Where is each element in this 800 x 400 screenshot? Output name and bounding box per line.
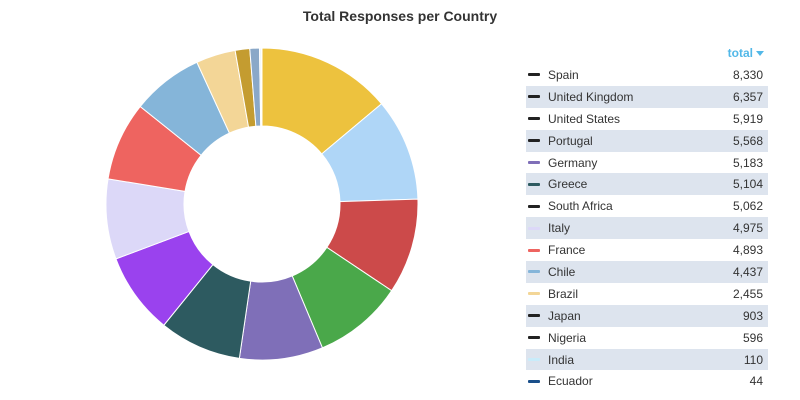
legend-row-spain[interactable]: Spain 8,330 [526, 64, 768, 86]
legend-country-label: Portugal [548, 133, 593, 148]
legend-rows: Spain 8,330 United Kingdom 6,357 United Stat… [526, 64, 768, 392]
legend-total-value: 903 [742, 308, 763, 323]
slice-ecuador[interactable] [260, 47, 263, 127]
donut-chart [105, 47, 419, 361]
legend-country-label: Italy [548, 221, 571, 236]
legend-row-united-kingdom[interactable]: United Kingdom 6,357 [526, 85, 768, 108]
legend-total-value: 5,568 [732, 133, 763, 148]
legend-swatch-icon [528, 204, 540, 208]
legend-country-label: France [548, 243, 586, 258]
sort-caret-icon[interactable] [756, 50, 764, 56]
legend-country-label: United States [548, 111, 621, 126]
legend-total-value: 5,183 [732, 155, 763, 170]
legend-swatch-icon [528, 270, 540, 274]
legend-swatch-icon [528, 161, 540, 164]
legend-row-south-africa[interactable]: South Africa 5,062 [526, 195, 768, 217]
legend-row-chile[interactable]: Chile 4,437 [526, 261, 768, 283]
legend-total-value: 44 [749, 374, 763, 389]
legend-row-united-states[interactable]: United States 5,919 [526, 108, 768, 130]
legend-country-label: South Africa [548, 199, 613, 214]
legend-row-japan[interactable]: Japan 903 [526, 304, 768, 327]
legend-row-portugal[interactable]: Portugal 5,568 [526, 129, 768, 152]
legend-country-label: Greece [548, 177, 588, 192]
legend-row-india[interactable]: India 110 [526, 348, 768, 371]
legend-total-value: 4,437 [732, 264, 763, 279]
legend-swatch-icon [528, 226, 540, 230]
legend-row-nigeria[interactable]: Nigeria 596 [526, 327, 768, 349]
legend-swatch-icon [528, 314, 540, 318]
chart-title: Total Responses per Country [302, 8, 498, 24]
legend-country-label: Brazil [548, 286, 579, 301]
legend-swatch-icon [528, 182, 540, 186]
legend-country-label: Germany [548, 155, 598, 170]
legend-row-greece[interactable]: Greece 5,104 [526, 173, 768, 196]
total-header-label: total [727, 46, 753, 60]
total-column-header[interactable]: total [526, 42, 768, 64]
legend-row-france[interactable]: France 4,893 [526, 239, 768, 261]
legend-swatch-icon [528, 95, 540, 99]
legend-swatch-icon [528, 336, 540, 340]
legend-country-label: Ecuador [548, 374, 593, 389]
legend-total-value: 4,975 [732, 221, 763, 236]
legend-total-value: 6,357 [732, 89, 763, 104]
legend-swatch-icon [528, 73, 540, 77]
legend-swatch-icon [528, 139, 540, 143]
legend-total-value: 5,062 [732, 199, 763, 214]
legend-row-germany[interactable]: Germany 5,183 [526, 152, 768, 174]
legend-row-ecuador[interactable]: Ecuador 44 [526, 370, 768, 392]
legend-swatch-icon [528, 292, 540, 296]
legend-total-value: 8,330 [732, 67, 763, 82]
legend-country-label: Japan [548, 308, 581, 323]
legend-country-label: India [548, 352, 575, 367]
legend-country-label: Chile [548, 264, 576, 279]
legend-total-value: 4,893 [732, 243, 763, 258]
legend-row-italy[interactable]: Italy 4,975 [526, 217, 768, 240]
legend-country-label: Nigeria [548, 330, 587, 345]
legend-total-value: 5,104 [732, 177, 763, 192]
legend-country-label: Spain [548, 67, 579, 82]
legend-total-value: 2,455 [732, 286, 763, 301]
legend-country-label: United Kingdom [548, 89, 634, 104]
legend-swatch-icon [528, 248, 540, 252]
legend-swatch-icon [528, 379, 540, 383]
legend-total-value: 110 [743, 352, 763, 367]
legend-total-value: 596 [742, 330, 763, 345]
legend-total-value: 5,919 [732, 111, 763, 126]
legend-table: total Spain 8,330 United Kingdom 6,357 Unite… [526, 42, 768, 392]
legend-row-brazil[interactable]: Brazil 2,455 [526, 283, 768, 305]
legend-swatch-icon [528, 117, 540, 121]
legend-swatch-icon [528, 358, 540, 362]
